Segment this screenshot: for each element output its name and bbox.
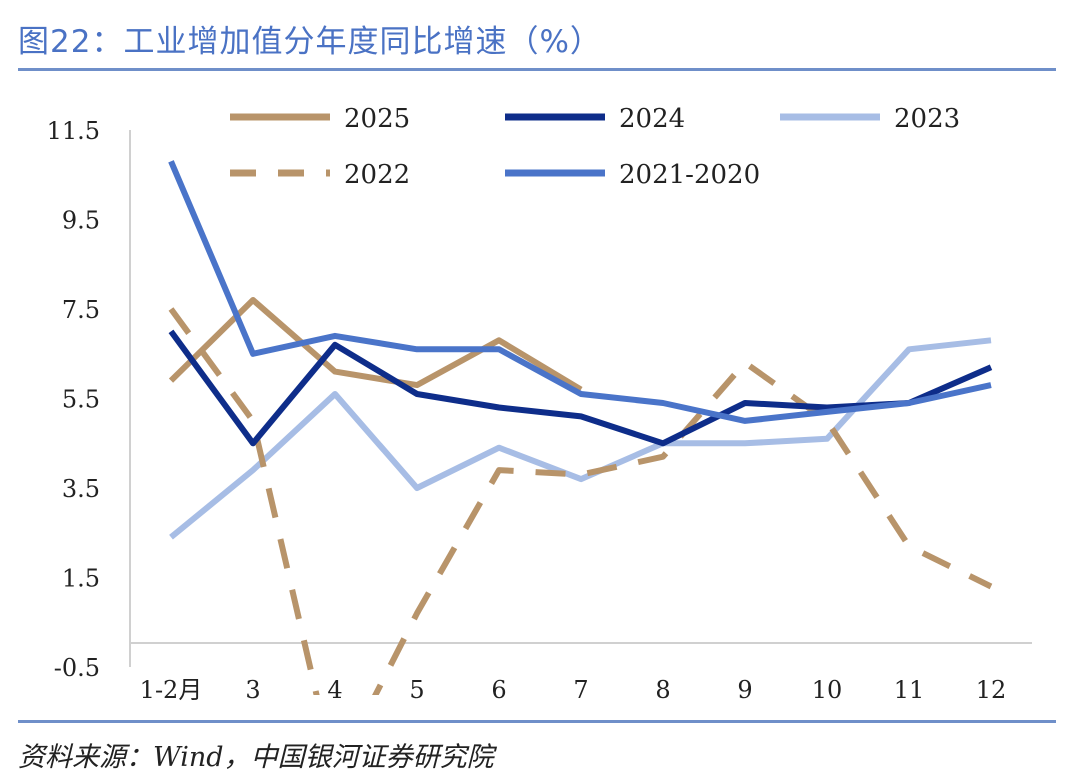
legend-label-2025: 2025 [344,104,410,134]
source-note: 资料来源：Wind，中国银河证券研究院 [18,742,494,773]
series-line-2025 [168,297,583,393]
y-tick-label: 7.5 [62,296,100,324]
chart-legend: 2025 2024 2023 2022 2021-2020 [230,104,960,190]
y-tick-label: 1.5 [62,565,100,593]
legend-label-2024: 2024 [619,104,685,134]
x-tick-label: 12 [976,676,1007,704]
series-line-2023 [169,337,992,540]
x-tick-label: 11 [894,676,925,704]
y-tick-label: 5.5 [62,386,100,414]
x-tick-label: 6 [491,676,506,704]
y-tick-label: 11.5 [47,117,100,145]
x-tick-label: 8 [655,676,670,704]
x-tick-label: 3 [245,676,260,704]
legend-label-2022: 2022 [344,160,410,190]
x-tick-label: 10 [812,676,843,704]
y-tick-label: -0.5 [54,654,100,682]
source-divider [18,720,1056,723]
series-lines [168,160,993,695]
x-axis-ticks: 1-2月 3 4 5 6 7 8 9 10 11 12 [140,676,1007,704]
legend-label-2023: 2023 [894,104,960,134]
x-tick-label: 7 [573,676,588,704]
x-tick-label: 5 [409,676,424,704]
y-tick-label: 3.5 [62,475,100,503]
y-tick-label: 9.5 [62,207,100,235]
series-line-2022 [168,307,993,695]
x-tick-label: 9 [737,676,752,704]
series-line-2021-2020 [168,160,992,424]
y-axis-ticks: 11.5 9.5 7.5 5.5 3.5 1.5 -0.5 [47,117,100,682]
x-tick-label: 4 [327,676,342,704]
x-tick-label: 1-2月 [140,676,203,704]
chart-axes [129,130,1032,667]
legend-label-2021-2020: 2021-2020 [619,160,760,190]
title-divider [18,68,1056,71]
chart-title: 图22：工业增加值分年度同比增速（%） [18,24,602,60]
